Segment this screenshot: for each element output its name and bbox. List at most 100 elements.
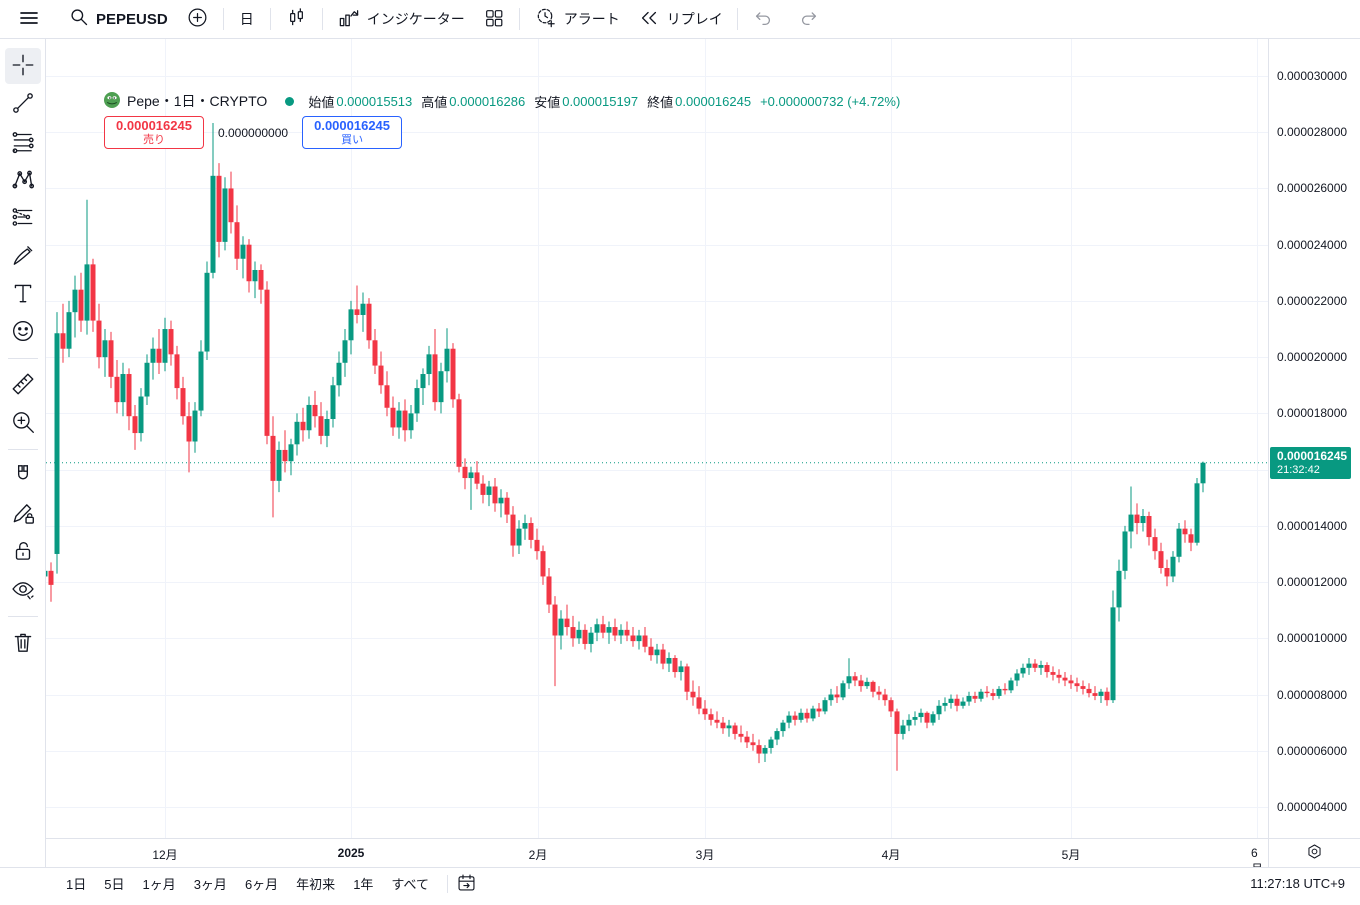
close-label: 終値 [647, 94, 674, 110]
symbol-search-button[interactable]: PEPEUSD [60, 4, 177, 34]
fib-retracement-tool[interactable] [5, 124, 41, 160]
lock-all-drawings-tool[interactable] [5, 534, 41, 570]
range-button-2[interactable]: 1ヶ月 [134, 870, 183, 897]
open-label: 始値 [308, 94, 335, 110]
pattern-tool[interactable] [5, 162, 41, 198]
text-icon [10, 280, 36, 309]
range-button-6[interactable]: 1年 [345, 870, 381, 897]
price-axis[interactable]: 0.000016245 21:32:42 0.000030000 0.000028… [1268, 39, 1360, 838]
projection-icon [10, 204, 36, 233]
interval-label: 日 [239, 11, 254, 27]
low-value: 0.000015197 [562, 93, 639, 109]
replay-label: リプレイ [666, 11, 723, 27]
replay-button[interactable]: リプレイ [629, 4, 732, 34]
price-tick-label: 0.000006000 [1277, 743, 1348, 758]
gear-icon [1305, 842, 1324, 864]
current-price-label: 0.000016245 21:32:42 [1270, 446, 1351, 479]
sell-button[interactable]: 0.000016245 売り [104, 116, 204, 149]
alarm-clock-plus-icon [534, 6, 557, 32]
time-tick-label: 5月 [1061, 848, 1081, 862]
range-button-0[interactable]: 1日 [58, 870, 94, 897]
magnet-tool[interactable] [5, 458, 41, 494]
pepe-logo-icon [104, 91, 120, 111]
projection-tool[interactable] [5, 200, 41, 236]
range-button-1[interactable]: 5日 [96, 870, 132, 897]
interval-button[interactable]: 日 [229, 4, 265, 34]
time-axis[interactable]: 12月20252月3月4月5月6月 [46, 838, 1268, 876]
price-tick-label: 0.000022000 [1277, 293, 1348, 308]
range-button-7[interactable]: すべて [383, 870, 437, 897]
candlestick-chart-icon [285, 6, 308, 32]
time-tick-label: 2月 [528, 848, 548, 862]
price-tick-label: 0.000020000 [1277, 350, 1348, 365]
bottom-toolbar: 1日 5日 1ヶ月 3ヶ月 6ヶ月 年初来 1年 すべて 11:27:18 UTC+9 [0, 867, 1360, 905]
indicators-button[interactable]: インジケーター [328, 4, 474, 34]
pattern-icon [10, 166, 36, 195]
buy-button[interactable]: 0.000016245 買い [302, 116, 403, 149]
layout-templates-button[interactable] [474, 4, 514, 34]
undo-button[interactable] [743, 4, 783, 34]
alert-label: アラート [563, 11, 620, 27]
ruler-tool[interactable] [5, 367, 41, 403]
range-button-5[interactable]: 年初来 [288, 870, 343, 897]
zoom-in-tool[interactable] [5, 405, 41, 441]
symbol-name: PEPEUSD [96, 10, 168, 28]
range-button-3[interactable]: 3ヶ月 [186, 870, 235, 897]
rewind-icon [638, 7, 660, 32]
remove-drawings-tool[interactable] [5, 625, 41, 661]
hamburger-icon [17, 6, 41, 33]
change-value: +0.000000732 (+4.72%) [760, 93, 901, 109]
drawing-toolbar [0, 39, 46, 867]
sell-price: 0.000016245 [116, 118, 192, 134]
trend-line-tool[interactable] [5, 86, 41, 122]
crosshair-icon [10, 52, 36, 81]
range-button-4[interactable]: 6ヶ月 [237, 870, 286, 897]
clock[interactable]: 11:27:18 UTC+9 [1250, 876, 1345, 891]
chart-legend[interactable]: Pepe・1日・CRYPTO 始値 0.000015513 高値 0.0000162… [104, 91, 900, 111]
range-buttons: 1日 5日 1ヶ月 3ヶ月 6ヶ月 年初来 1年 すべて [58, 870, 439, 897]
grid-layout-icon [483, 7, 505, 32]
lock-all-drawings-icon [10, 538, 36, 567]
drawing-lock-icon [10, 500, 36, 529]
axis-settings-corner [1268, 838, 1360, 867]
axis-settings-button[interactable] [1305, 842, 1324, 864]
search-icon [69, 7, 89, 31]
close-value: 0.000016245 [675, 93, 752, 109]
candlestick-chart[interactable] [46, 39, 1268, 838]
redo-button[interactable] [789, 4, 829, 34]
toolbar-separator [7, 616, 38, 617]
order-widget: 0.000016245 売り 0.000000000 0.000016245 買… [104, 116, 403, 149]
price-tick-label: 0.000010000 [1277, 631, 1348, 646]
brush-tool[interactable] [5, 238, 41, 274]
price-tick-label: 0.000008000 [1277, 687, 1348, 702]
compare-add-symbol-button[interactable] [177, 4, 218, 34]
brush-icon [10, 242, 36, 271]
high-label: 高値 [421, 94, 448, 110]
buy-price: 0.000016245 [314, 118, 391, 134]
market-status-dot [285, 96, 295, 106]
price-tick-label: 0.000004000 [1277, 800, 1348, 814]
hide-drawings-tool[interactable] [5, 572, 41, 608]
time-tick-label: 4月 [881, 848, 901, 862]
price-tick-label: 0.000028000 [1277, 125, 1348, 140]
toolbar-separator [321, 8, 323, 30]
bar-countdown: 21:32:42 [1277, 463, 1320, 476]
symbol-title: Pepe・1日・CRYPTO [127, 93, 268, 109]
crosshair-tool[interactable] [4, 48, 41, 84]
toolbar-separator [736, 8, 738, 30]
drawing-lock-tool[interactable] [5, 496, 41, 532]
buy-label: 買い [341, 133, 364, 146]
zoom-in-icon [10, 409, 36, 438]
chart-type-button[interactable] [276, 4, 317, 34]
price-tick-label: 0.000030000 [1277, 69, 1348, 83]
high-value: 0.000016286 [449, 93, 526, 109]
emoji-tool[interactable] [5, 314, 41, 350]
top-toolbar: PEPEUSD 日 インジケーター アラート リプレイ [0, 0, 1360, 39]
text-tool[interactable] [5, 276, 41, 312]
redo-icon [798, 7, 820, 32]
low-label: 安値 [534, 94, 561, 110]
time-tick-label: 3月 [695, 848, 715, 862]
alert-button[interactable]: アラート [525, 4, 629, 34]
go-to-date-button[interactable] [456, 872, 477, 896]
main-menu-button[interactable] [8, 4, 50, 34]
